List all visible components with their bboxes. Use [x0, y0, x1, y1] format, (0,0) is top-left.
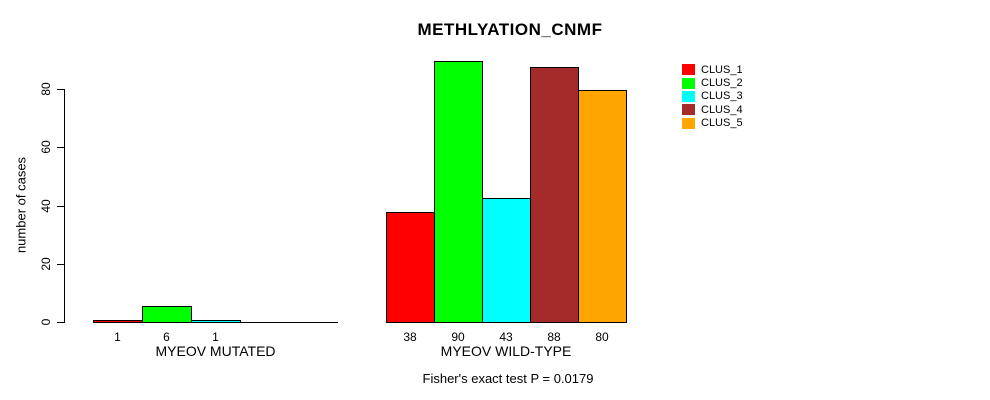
y-axis-line	[64, 89, 65, 323]
bar-value-label: 38	[403, 330, 417, 344]
y-tick-label: 20	[39, 257, 53, 271]
y-tick	[57, 89, 64, 90]
chart-title: METHLYATION_CNMF	[417, 20, 603, 39]
legend-swatch-clus_3	[682, 90, 695, 102]
legend-swatch-clus_5	[682, 117, 695, 129]
legend-label: CLUS_2	[701, 77, 743, 90]
legend-entry-clus_5: CLUS_5	[682, 117, 743, 130]
legend-swatch-clus_1	[682, 64, 695, 76]
y-axis-label: number of cases	[13, 156, 29, 254]
legend-label: CLUS_1	[701, 63, 743, 76]
fisher-test-caption: Fisher's exact test P = 0.0179	[422, 371, 594, 386]
legend-entry-clus_2: CLUS_2	[682, 76, 743, 89]
group-label: MYEOV MUTATED	[155, 343, 276, 359]
y-tick-label: 80	[39, 82, 53, 96]
group-label: MYEOV WILD-TYPE	[440, 343, 572, 359]
bar-value-label: 1	[114, 330, 121, 344]
bar-value-label: 6	[163, 330, 170, 344]
bar-value-label: 90	[451, 330, 465, 344]
bar-clus_3	[191, 320, 241, 323]
legend-label: CLUS_3	[701, 90, 743, 103]
bar-clus_5	[578, 90, 627, 323]
bar-value-label: 1	[212, 330, 219, 344]
legend-swatch-clus_2	[682, 77, 695, 89]
y-tick-label: 40	[39, 198, 53, 213]
bar-clus_1	[386, 212, 435, 323]
legend-swatch-clus_4	[682, 104, 695, 116]
y-tick-label: 60	[39, 140, 53, 154]
y-tick	[57, 205, 64, 207]
y-tick	[57, 147, 64, 149]
legend: CLUS_1 CLUS_2 CLUS_3 CLUS_4 CLUS_5	[682, 63, 743, 130]
bar-clus_2	[434, 60, 483, 323]
legend-entry-clus_1: CLUS_1	[682, 63, 743, 76]
bar-clus_2	[142, 305, 192, 323]
legend-entry-clus_4: CLUS_4	[682, 103, 743, 116]
bar-value-label: 43	[499, 330, 513, 344]
legend-label: CLUS_5	[701, 117, 743, 130]
y-tick	[57, 322, 64, 323]
legend-entry-clus_3: CLUS_3	[682, 90, 743, 103]
bar-clus_1	[93, 320, 143, 323]
y-tick-label: 0	[39, 318, 53, 326]
legend-label: CLUS_4	[701, 103, 743, 116]
bar-value-label: 88	[547, 330, 561, 344]
bar-clus_3	[482, 197, 531, 323]
y-tick	[57, 263, 64, 265]
bar-value-label: 80	[595, 330, 609, 344]
bar-clus_4	[530, 66, 579, 323]
